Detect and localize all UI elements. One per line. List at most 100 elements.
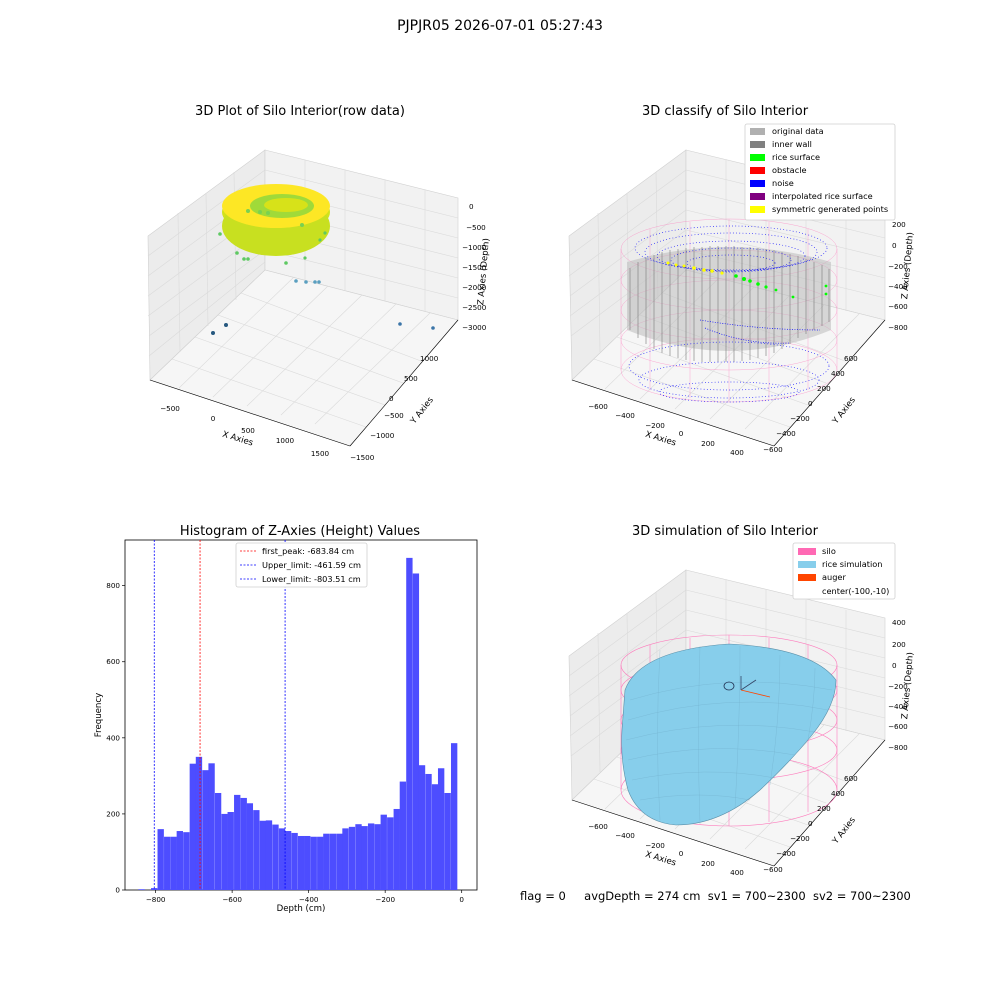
hist-y-tick-label: 800 xyxy=(106,581,120,590)
hist-y-tick-label: 400 xyxy=(106,733,120,742)
histogram-bar xyxy=(234,794,241,890)
histogram-bar xyxy=(329,833,337,890)
legend-symmetric: symmetric generated points xyxy=(772,204,888,214)
histogram-bar xyxy=(450,743,458,890)
cls-z-tick: −400 xyxy=(888,282,908,291)
auger-and-center xyxy=(723,676,771,698)
histogram-y-ticks: 0 200 400 600 800 xyxy=(106,581,125,895)
flag-text: flag = 0 xyxy=(520,889,566,903)
cls-x-tick: −200 xyxy=(645,421,665,430)
histogram-bar xyxy=(355,824,362,890)
sim-z-tick: −600 xyxy=(888,722,908,731)
legend-center: center(-100,-10) xyxy=(822,586,889,596)
histogram-bar xyxy=(265,820,273,890)
sim-y-tick: 600 xyxy=(844,774,858,783)
histogram-legend: first_peak: -683.84 cm Upper_limit: -461… xyxy=(235,542,368,588)
sim-z-axis-label: Z Axies (Depth) xyxy=(900,652,916,720)
cls-y-tick: −400 xyxy=(776,429,796,438)
sim-z-tick: 200 xyxy=(892,640,906,649)
cls-y-tick: 400 xyxy=(831,369,845,378)
sim-y-ticks: 600 400 200 0 −200 −400 −600 xyxy=(763,774,858,874)
histogram-bar xyxy=(418,765,426,890)
histogram-bar xyxy=(323,833,330,890)
legend-swatch xyxy=(750,128,765,135)
raw-data-z-ticks: 0 −500 −1000 −1500 −2000 −2500 −3000 xyxy=(462,202,487,332)
sim-y-tick: −200 xyxy=(790,834,810,843)
histogram-bar xyxy=(170,836,177,890)
raw-z-tick: −1500 xyxy=(462,263,487,272)
simulation-legend: silo rice simulation auger center(-100,-… xyxy=(792,542,896,600)
histogram-bar xyxy=(431,784,439,890)
raw-x-tick: 0 xyxy=(211,414,216,423)
histogram-bar xyxy=(189,763,197,890)
legend-swatch xyxy=(750,180,765,187)
hist-x-tick-label: −400 xyxy=(299,895,319,904)
sim-y-axis-label: Y Axies xyxy=(830,815,858,847)
panel1-title: 3D Plot of Silo Interior(row data) xyxy=(195,104,405,119)
histogram-bar xyxy=(412,573,420,890)
legend-lower-limit: Lower_limit: -803.51 cm xyxy=(262,574,361,584)
legend-upper-limit: Upper_limit: -461.59 cm xyxy=(262,560,361,570)
sim-x-tick: −400 xyxy=(615,831,635,840)
raw-data-y-ticks: 1000 500 0 −500 −1000 −1500 xyxy=(350,354,439,462)
histogram-bar xyxy=(227,812,234,890)
histogram-bar xyxy=(361,826,368,890)
raw-y-tick: 500 xyxy=(404,374,418,383)
sim-z-ticks: 400 200 0 −200 −400 −600 −800 xyxy=(888,618,908,752)
histogram-bar xyxy=(272,824,279,890)
hist-x-tick-label: −200 xyxy=(375,895,395,904)
rice-simulation-surface xyxy=(621,643,837,826)
histogram-bar xyxy=(406,557,413,890)
sim-z-tick: −400 xyxy=(888,702,908,711)
legend-swatch xyxy=(798,561,816,568)
legend-first-peak: first_peak: -683.84 cm xyxy=(262,546,354,556)
raw-y-tick: 0 xyxy=(389,394,394,403)
histogram-bar xyxy=(399,781,407,890)
legend-auger: auger xyxy=(822,572,846,582)
histogram-bar xyxy=(157,829,164,890)
cls-z-tick: −200 xyxy=(888,262,908,271)
hist-y-axis-label: Frequency xyxy=(94,693,104,737)
raw-y-tick: −1500 xyxy=(350,453,375,462)
status-footer: flag = 0 avgDepth = 274 cm sv1 = 700~230… xyxy=(520,889,911,903)
sim-x-axis-label: X Axies xyxy=(644,850,678,869)
hist-y-tick-label: 0 xyxy=(115,886,120,895)
histogram-bar xyxy=(336,833,343,890)
sim-z-tick: 400 xyxy=(892,618,906,627)
cls-z-tick: 200 xyxy=(892,220,906,229)
raw-y-tick: −500 xyxy=(384,411,404,420)
cls-x-tick: −400 xyxy=(615,411,635,420)
cls-z-tick: −800 xyxy=(888,323,908,332)
raw-z-tick: −500 xyxy=(466,223,486,232)
histogram-bar xyxy=(284,831,292,890)
raw-x-tick: 500 xyxy=(241,426,255,435)
hist-y-tick-label: 200 xyxy=(106,809,120,818)
sim-y-tick: 200 xyxy=(817,804,831,813)
raw-data-x-ticks: −500 0 500 1000 1500 xyxy=(160,404,329,458)
histogram-bar xyxy=(437,768,445,890)
classify-y-ticks: 600 400 200 0 −200 −400 −600 xyxy=(763,354,858,454)
legend-rice-surface: rice surface xyxy=(772,152,820,162)
histogram-bar xyxy=(304,835,311,890)
sim-x-tick: 0 xyxy=(679,849,684,858)
legend-swatch xyxy=(750,154,765,161)
raw-x-tick: 1500 xyxy=(311,449,330,458)
raw-z-tick: −3000 xyxy=(462,323,487,332)
symmetric-points xyxy=(666,261,724,275)
legend-swatch xyxy=(750,167,765,174)
histogram-bar xyxy=(208,763,215,890)
legend-swatch xyxy=(750,193,765,200)
histogram-bar xyxy=(240,797,247,890)
cls-z-tick: 0 xyxy=(892,241,897,250)
cls-y-tick: 0 xyxy=(808,399,813,408)
histogram-x-ticks: −800 −600 −400 −200 0 xyxy=(146,890,464,904)
cls-y-tick: −600 xyxy=(763,445,783,454)
histogram-bar xyxy=(221,813,228,890)
raw-z-tick: −1000 xyxy=(462,243,487,252)
histogram-bar xyxy=(291,832,298,890)
panel4-title: 3D simulation of Silo Interior xyxy=(632,524,818,539)
histogram-bar xyxy=(176,831,184,890)
sim-y-tick: 0 xyxy=(808,819,813,828)
figure-title: PJPJR05 2026-07-01 05:27:43 xyxy=(397,18,603,34)
